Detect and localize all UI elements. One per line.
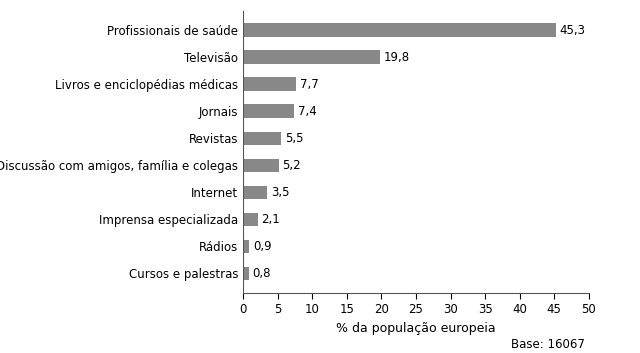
Text: 45,3: 45,3 <box>560 24 586 37</box>
Text: Base: 16067: Base: 16067 <box>511 338 586 351</box>
Bar <box>243 186 268 199</box>
Text: 5,5: 5,5 <box>285 132 303 145</box>
Bar <box>243 104 294 118</box>
Text: 0,8: 0,8 <box>252 267 271 280</box>
X-axis label: % da população europeia: % da população europeia <box>336 322 496 335</box>
Text: 19,8: 19,8 <box>383 51 410 64</box>
Bar <box>243 240 250 253</box>
Bar <box>243 213 258 226</box>
Bar <box>243 267 249 280</box>
Bar <box>243 23 556 37</box>
Text: 3,5: 3,5 <box>271 186 289 199</box>
Text: 7,4: 7,4 <box>298 105 317 118</box>
Text: 7,7: 7,7 <box>300 78 319 91</box>
Bar <box>243 77 296 91</box>
Bar <box>243 50 380 64</box>
Bar <box>243 132 281 145</box>
Text: 5,2: 5,2 <box>283 159 301 172</box>
Bar <box>243 158 279 172</box>
Text: 0,9: 0,9 <box>253 240 271 253</box>
Text: 2,1: 2,1 <box>261 213 280 226</box>
